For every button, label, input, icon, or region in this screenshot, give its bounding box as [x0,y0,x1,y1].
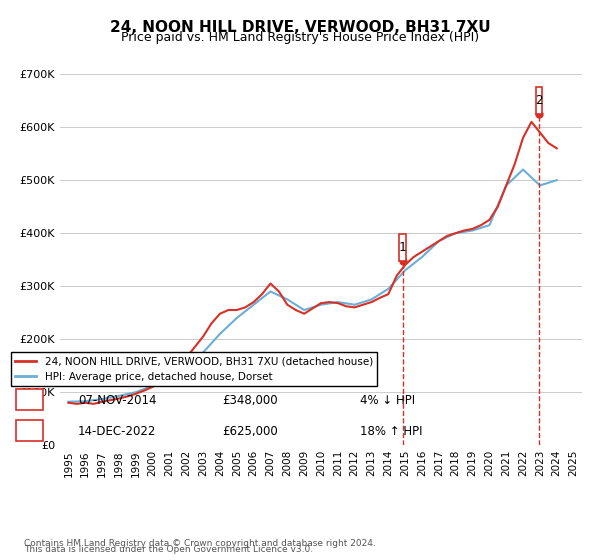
Legend: 24, NOON HILL DRIVE, VERWOOD, BH31 7XU (detached house), HPI: Average price, det: 24, NOON HILL DRIVE, VERWOOD, BH31 7XU (… [11,352,377,386]
Text: 2: 2 [26,424,33,438]
Text: Price paid vs. HM Land Registry's House Price Index (HPI): Price paid vs. HM Land Registry's House … [121,31,479,44]
Text: 1: 1 [26,394,33,407]
Text: 18% ↑ HPI: 18% ↑ HPI [360,424,422,438]
FancyBboxPatch shape [399,234,406,261]
Text: 2: 2 [535,94,543,107]
Text: £625,000: £625,000 [222,424,278,438]
Text: 4% ↓ HPI: 4% ↓ HPI [360,394,415,407]
Text: This data is licensed under the Open Government Licence v3.0.: This data is licensed under the Open Gov… [24,545,313,554]
Text: Contains HM Land Registry data © Crown copyright and database right 2024.: Contains HM Land Registry data © Crown c… [24,539,376,548]
FancyBboxPatch shape [536,87,542,114]
Text: 1: 1 [399,241,406,254]
Text: 24, NOON HILL DRIVE, VERWOOD, BH31 7XU: 24, NOON HILL DRIVE, VERWOOD, BH31 7XU [110,20,490,35]
Text: 07-NOV-2014: 07-NOV-2014 [78,394,157,407]
Text: £348,000: £348,000 [222,394,278,407]
Text: 14-DEC-2022: 14-DEC-2022 [78,424,157,438]
